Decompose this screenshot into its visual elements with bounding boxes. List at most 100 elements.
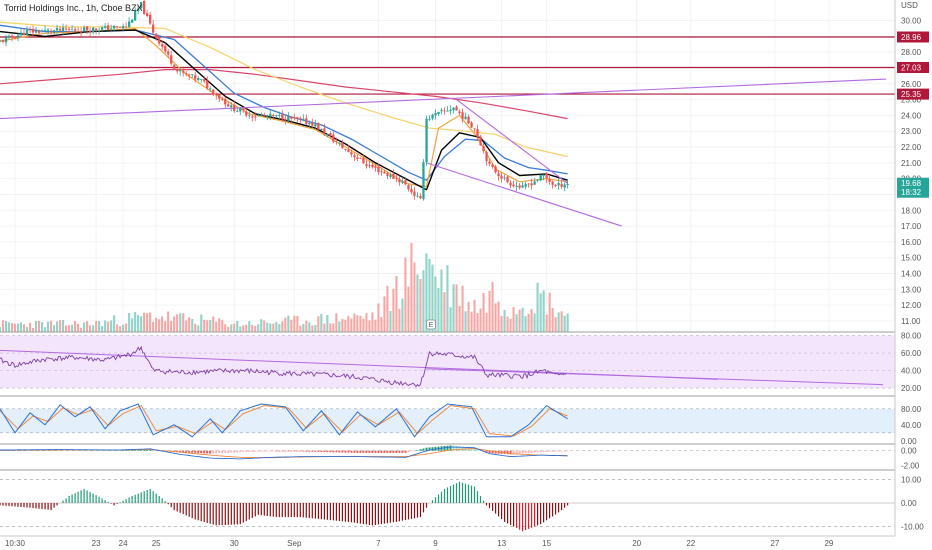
macd-hist-bar bbox=[521, 450, 524, 454]
candle-body bbox=[197, 78, 200, 80]
candle-body bbox=[434, 113, 437, 116]
macd-hist-bar bbox=[281, 450, 284, 452]
candle-body bbox=[116, 26, 119, 28]
level-price-label: 27.03 bbox=[901, 64, 922, 73]
rsi-pane[interactable] bbox=[0, 335, 895, 389]
volume-bar bbox=[512, 307, 515, 332]
macd-hist-bar bbox=[329, 450, 332, 453]
macd-hist-bar bbox=[566, 450, 569, 452]
candle-body bbox=[7, 35, 11, 38]
volume-bar bbox=[239, 326, 242, 332]
trendline[interactable] bbox=[426, 162, 622, 227]
volume-bar bbox=[407, 286, 410, 332]
volume-bar bbox=[323, 323, 326, 332]
candle-body bbox=[1, 40, 5, 42]
volume-bar bbox=[200, 314, 203, 332]
volume-bar bbox=[116, 324, 119, 332]
candle-body bbox=[503, 177, 506, 179]
candle-body bbox=[353, 155, 356, 158]
candle-body bbox=[43, 30, 47, 31]
macd-hist-bar bbox=[290, 450, 293, 452]
volume-bar bbox=[176, 314, 179, 332]
macd-tick-label: -2.00 bbox=[901, 462, 920, 471]
macd-hist-bar bbox=[209, 450, 212, 454]
volume-bar bbox=[533, 313, 536, 332]
macd-hist-bar bbox=[389, 450, 392, 453]
macd-hist-bar bbox=[527, 450, 530, 454]
candle-body bbox=[341, 142, 344, 148]
volume-bar bbox=[110, 320, 113, 332]
macd-hist-bar bbox=[401, 450, 404, 453]
macd-hist-bar bbox=[404, 450, 407, 453]
macd-hist-bar bbox=[452, 445, 455, 451]
candle-body bbox=[488, 161, 491, 164]
candle-body bbox=[10, 35, 14, 38]
volume-bar bbox=[566, 313, 569, 332]
volume-bar bbox=[227, 326, 230, 332]
stochastic-pane[interactable] bbox=[0, 403, 895, 438]
price-pane[interactable]: E Torrid Holdings Inc., 1h, Cboe BZX bbox=[0, 0, 895, 332]
macd-hist-bar bbox=[560, 450, 563, 452]
volume-bar bbox=[41, 322, 44, 332]
macd-hist-bar bbox=[491, 450, 494, 454]
trendline[interactable] bbox=[456, 99, 568, 184]
volume-bar bbox=[347, 316, 350, 332]
macd-hist-bar bbox=[266, 450, 269, 452]
volume-bar bbox=[383, 296, 386, 332]
level-price-tag bbox=[897, 62, 929, 73]
volume-bar bbox=[86, 321, 89, 332]
macd-hist-bar bbox=[224, 450, 227, 453]
candle-body bbox=[506, 176, 509, 183]
volume-bar bbox=[80, 327, 83, 332]
volume-bar bbox=[434, 276, 437, 332]
macd-hist-bar bbox=[302, 450, 305, 452]
macd-pane[interactable] bbox=[0, 445, 895, 460]
time-tick-label: 20 bbox=[632, 539, 641, 548]
volume-bar bbox=[479, 308, 482, 332]
volume-bar bbox=[104, 320, 107, 332]
volume-bar bbox=[326, 315, 329, 332]
earnings-marker[interactable]: E bbox=[426, 319, 436, 330]
rsi-trendline[interactable] bbox=[426, 368, 884, 386]
macd-hist-bar bbox=[110, 450, 113, 451]
candle-body bbox=[224, 99, 227, 105]
price-axis[interactable]: USD 30.0029.0028.0027.0026.0025.0024.002… bbox=[894, 0, 932, 550]
candle-body bbox=[512, 184, 515, 187]
volume-bar bbox=[470, 311, 473, 332]
candle-body bbox=[428, 118, 431, 120]
trendlines[interactable] bbox=[0, 78, 887, 227]
candle-body bbox=[281, 114, 284, 120]
candle-body bbox=[332, 134, 335, 142]
macd-hist-bar bbox=[359, 450, 362, 453]
macd-hist-bar bbox=[422, 448, 425, 451]
macd-hist-bar bbox=[476, 449, 479, 451]
volume-bar bbox=[416, 274, 419, 332]
macd-hist-bar bbox=[461, 446, 464, 451]
macd-hist-bar bbox=[326, 450, 329, 453]
macd-hist-bar bbox=[206, 450, 209, 454]
volume-bar bbox=[518, 309, 521, 332]
volume-bar bbox=[359, 315, 362, 332]
ema-mid-line bbox=[0, 29, 568, 191]
candle-body bbox=[302, 118, 305, 121]
macd-hist-bar bbox=[269, 450, 272, 452]
candle-body bbox=[275, 114, 278, 116]
earnings-icon[interactable] bbox=[426, 319, 436, 330]
time-axis[interactable]: 10:30 23 24 25 30 Sep 7 9 13 15 20 22 27 29 bbox=[0, 535, 932, 550]
volume-bar bbox=[29, 322, 32, 332]
candle-body bbox=[338, 143, 341, 144]
volume-bar bbox=[215, 321, 218, 332]
price-tick-label: 30.00 bbox=[901, 17, 922, 26]
volume-bar bbox=[401, 298, 404, 332]
volume-bar bbox=[404, 257, 407, 332]
volume-bar bbox=[398, 308, 401, 332]
candle-body bbox=[209, 88, 212, 90]
volume-bar bbox=[203, 319, 206, 332]
stoch-d-line bbox=[0, 404, 568, 437]
price-tick-label: 14.00 bbox=[901, 270, 922, 279]
volume-bar bbox=[83, 322, 86, 332]
trendline[interactable] bbox=[0, 78, 887, 120]
oscillator-pane[interactable] bbox=[0, 479, 895, 532]
volume-bar bbox=[455, 284, 458, 332]
